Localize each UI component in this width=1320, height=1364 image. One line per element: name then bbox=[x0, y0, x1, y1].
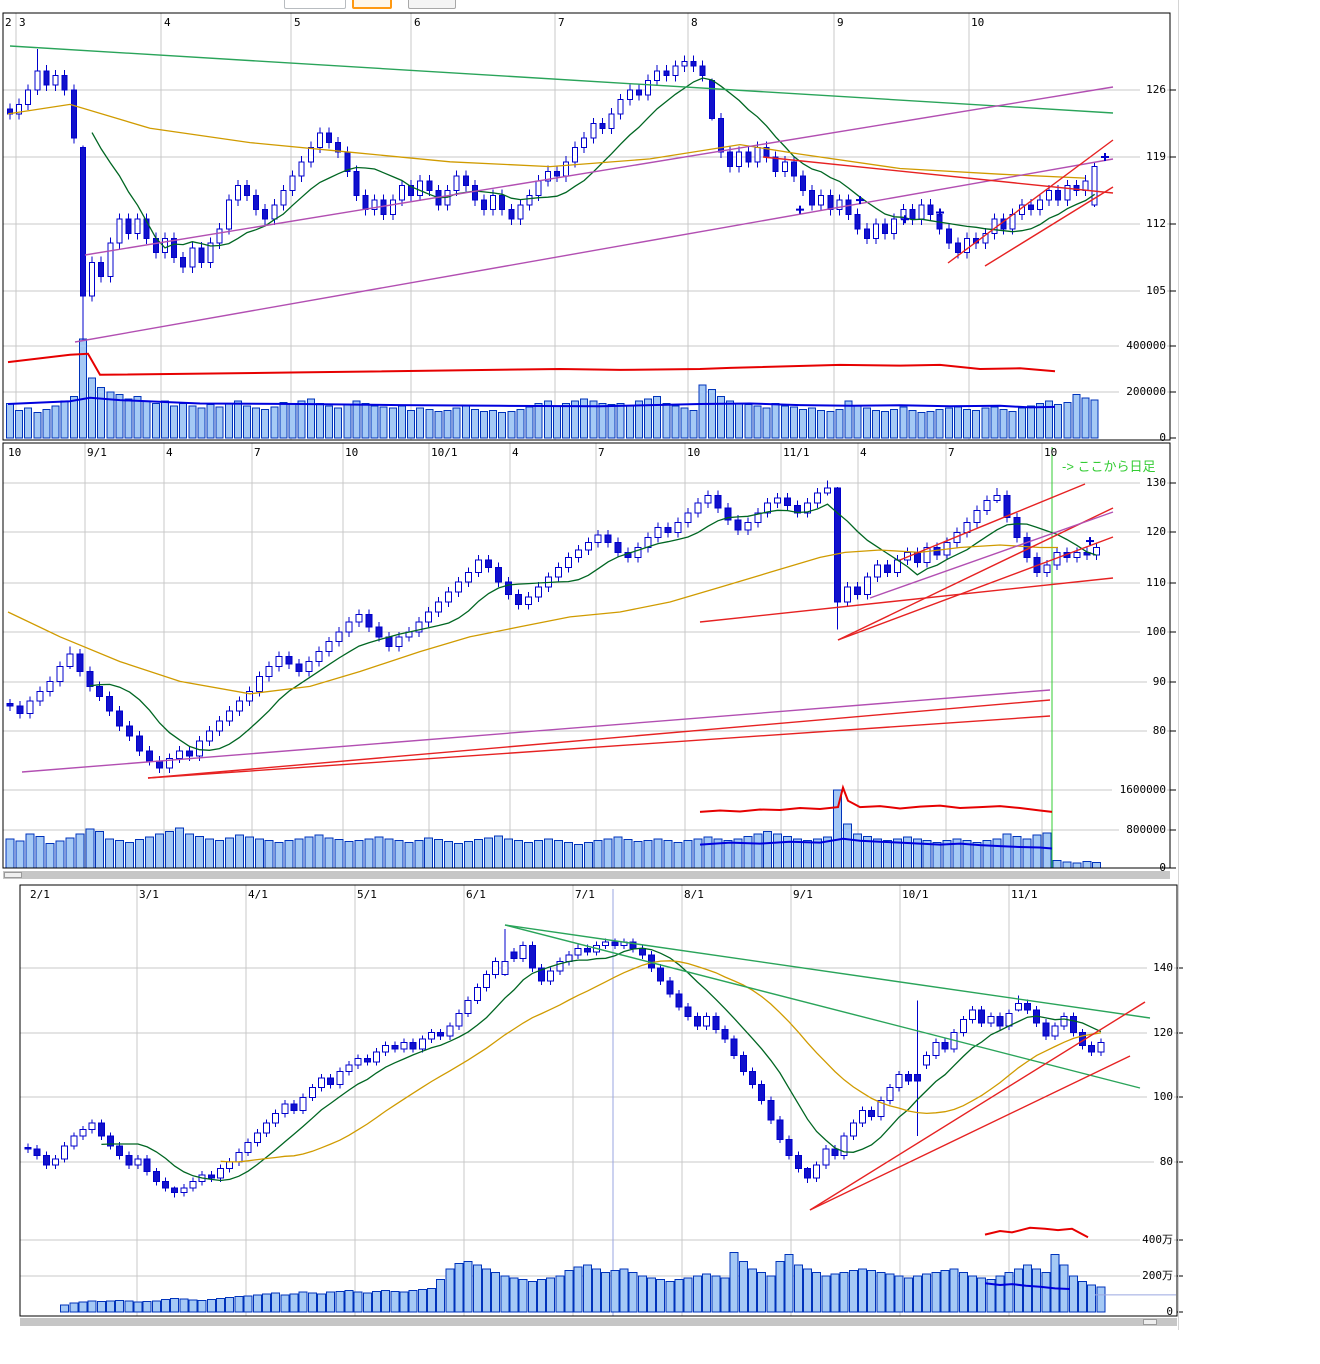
svg-text:1600000: 1600000 bbox=[1120, 783, 1166, 796]
svg-text:120: 120 bbox=[1146, 525, 1166, 538]
svg-text:8: 8 bbox=[691, 16, 698, 29]
svg-text:9/1: 9/1 bbox=[87, 446, 107, 459]
svg-text:11/1: 11/1 bbox=[783, 446, 810, 459]
svg-text:7/1: 7/1 bbox=[575, 888, 595, 901]
svg-text:200万: 200万 bbox=[1142, 1269, 1173, 1282]
svg-text:5: 5 bbox=[294, 16, 301, 29]
svg-text:3/1: 3/1 bbox=[139, 888, 159, 901]
svg-text:200000: 200000 bbox=[1126, 385, 1166, 398]
symbol-input[interactable] bbox=[284, 0, 346, 9]
svg-text:90: 90 bbox=[1153, 675, 1166, 688]
svg-text:2/1: 2/1 bbox=[30, 888, 50, 901]
svg-text:80: 80 bbox=[1160, 1155, 1173, 1168]
svg-text:5/1: 5/1 bbox=[357, 888, 377, 901]
svg-text:4: 4 bbox=[860, 446, 867, 459]
svg-text:10: 10 bbox=[971, 16, 984, 29]
svg-text:119: 119 bbox=[1146, 150, 1166, 163]
svg-text:11/1: 11/1 bbox=[1011, 888, 1038, 901]
svg-text:9: 9 bbox=[837, 16, 844, 29]
svg-text:10: 10 bbox=[1044, 446, 1057, 459]
svg-text:7: 7 bbox=[598, 446, 605, 459]
middle-scrollbar-thumb[interactable] bbox=[4, 872, 22, 878]
svg-text:-> ここから日足: -> ここから日足 bbox=[1062, 459, 1156, 474]
svg-text:126: 126 bbox=[1146, 83, 1166, 96]
svg-text:400万: 400万 bbox=[1142, 1233, 1173, 1246]
svg-text:6/1: 6/1 bbox=[466, 888, 486, 901]
svg-text:7: 7 bbox=[558, 16, 565, 29]
bottom-chart-scrollbar[interactable] bbox=[20, 1318, 1177, 1326]
svg-text:130: 130 bbox=[1146, 476, 1166, 489]
submit-button[interactable] bbox=[352, 0, 392, 9]
svg-text:800000: 800000 bbox=[1126, 823, 1166, 836]
svg-text:7: 7 bbox=[254, 446, 261, 459]
svg-text:10/1: 10/1 bbox=[902, 888, 929, 901]
svg-text:4: 4 bbox=[512, 446, 519, 459]
svg-text:80: 80 bbox=[1153, 724, 1166, 737]
svg-text:112: 112 bbox=[1146, 217, 1166, 230]
secondary-button[interactable] bbox=[408, 0, 456, 9]
svg-text:105: 105 bbox=[1146, 284, 1166, 297]
svg-text:140: 140 bbox=[1153, 961, 1173, 974]
svg-text:8/1: 8/1 bbox=[684, 888, 704, 901]
svg-text:400000: 400000 bbox=[1126, 339, 1166, 352]
svg-text:10/1: 10/1 bbox=[431, 446, 458, 459]
svg-text:6: 6 bbox=[414, 16, 421, 29]
svg-text:7: 7 bbox=[948, 446, 955, 459]
svg-text:4/1: 4/1 bbox=[248, 888, 268, 901]
svg-text:120: 120 bbox=[1153, 1026, 1173, 1039]
svg-text:10: 10 bbox=[345, 446, 358, 459]
svg-text:9/1: 9/1 bbox=[793, 888, 813, 901]
middle-chart-scrollbar[interactable] bbox=[3, 871, 1170, 879]
svg-text:4: 4 bbox=[164, 16, 171, 29]
svg-text:2: 2 bbox=[5, 16, 12, 29]
svg-text:100: 100 bbox=[1153, 1090, 1173, 1103]
bottom-scrollbar-thumb[interactable] bbox=[1143, 1319, 1157, 1325]
svg-text:110: 110 bbox=[1146, 576, 1166, 589]
svg-text:10: 10 bbox=[8, 446, 21, 459]
svg-text:4: 4 bbox=[166, 446, 173, 459]
svg-text:10: 10 bbox=[687, 446, 700, 459]
svg-text:3: 3 bbox=[19, 16, 26, 29]
svg-text:0: 0 bbox=[1166, 1305, 1173, 1318]
panel-divider bbox=[1178, 0, 1179, 1330]
svg-text:100: 100 bbox=[1146, 625, 1166, 638]
svg-text:0: 0 bbox=[1159, 431, 1166, 444]
